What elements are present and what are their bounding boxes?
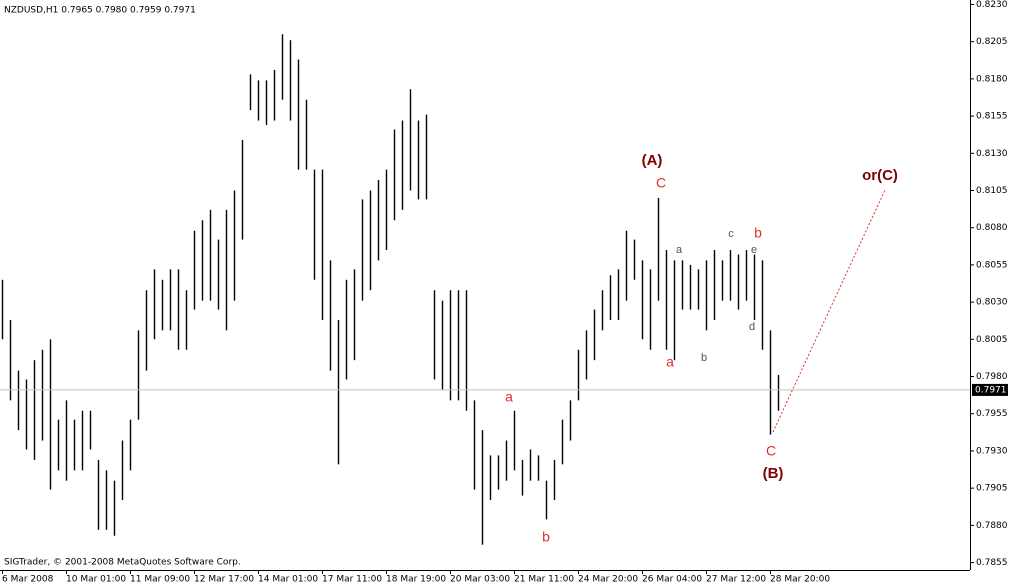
y-tick-label: 0.7905 xyxy=(976,484,1008,494)
y-tick-label: 0.8105 xyxy=(976,186,1008,196)
wave-label: C xyxy=(656,175,666,191)
x-tick-label: 26 Mar 04:00 xyxy=(642,575,702,585)
y-tick-label: 0.8155 xyxy=(976,112,1008,122)
y-tick-label: 0.8055 xyxy=(976,260,1008,270)
x-tick-label: 27 Mar 12:00 xyxy=(706,575,766,585)
x-tick-label: 14 Mar 01:00 xyxy=(258,575,318,585)
y-tick-label: 0.7980 xyxy=(976,372,1008,382)
wave-label: a xyxy=(676,244,683,256)
wave-label: e xyxy=(751,244,757,256)
x-tick-label: 18 Mar 19:00 xyxy=(386,575,446,585)
wave-label: (B) xyxy=(763,465,784,482)
wave-label: b xyxy=(754,225,762,241)
y-tick-label: 0.8005 xyxy=(976,335,1008,345)
x-tick-label: 28 Mar 20:00 xyxy=(770,575,830,585)
y-tick-label: 0.7955 xyxy=(976,409,1008,419)
projection-line xyxy=(772,189,886,433)
wave-label: d xyxy=(749,321,755,333)
y-tick-label: 0.8180 xyxy=(976,74,1008,84)
wave-label: a xyxy=(505,389,513,405)
x-tick-label: 11 Mar 09:00 xyxy=(130,575,190,585)
y-tick-label: 0.8080 xyxy=(976,223,1008,233)
x-tick-label: 20 Mar 03:00 xyxy=(450,575,510,585)
x-tick-label: 17 Mar 11:00 xyxy=(322,575,382,585)
wave-label: c xyxy=(728,228,734,240)
wave-label: (A) xyxy=(642,152,663,169)
y-tick-label: 0.7855 xyxy=(976,558,1008,568)
y-tick-label: 0.8230 xyxy=(976,0,1008,10)
wave-label: b xyxy=(701,352,707,364)
wave-label: b xyxy=(542,529,550,545)
y-tick-label: 0.8130 xyxy=(976,149,1008,159)
y-tick-label: 0.7930 xyxy=(976,446,1008,456)
x-tick-label: 10 Mar 01:00 xyxy=(66,575,126,585)
x-tick-label: 12 Mar 17:00 xyxy=(194,575,254,585)
wave-label: a xyxy=(666,354,674,370)
wave-label: C xyxy=(766,443,776,459)
bid-label: 0.7971 xyxy=(975,385,1007,395)
x-tick-label: 24 Mar 20:00 xyxy=(578,575,638,585)
bid-box xyxy=(972,383,1008,396)
wave-label: or(C) xyxy=(862,167,898,184)
y-tick-label: 0.7880 xyxy=(976,521,1008,531)
y-tick-label: 0.8205 xyxy=(976,37,1008,47)
y-tick-label: 0.8030 xyxy=(976,298,1008,308)
copyright: SIGTrader, © 2001-2008 MetaQuotes Softwa… xyxy=(4,558,241,568)
x-tick-label: 21 Mar 11:00 xyxy=(514,575,574,585)
x-tick-label: 6 Mar 2008 xyxy=(2,575,54,585)
chart-title: NZDUSD,H1 0.7965 0.7980 0.7959 0.7971 xyxy=(4,6,196,16)
